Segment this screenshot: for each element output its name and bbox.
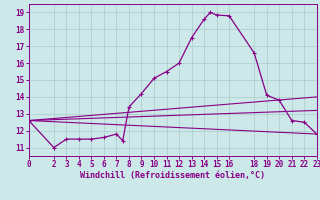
- X-axis label: Windchill (Refroidissement éolien,°C): Windchill (Refroidissement éolien,°C): [80, 171, 265, 180]
